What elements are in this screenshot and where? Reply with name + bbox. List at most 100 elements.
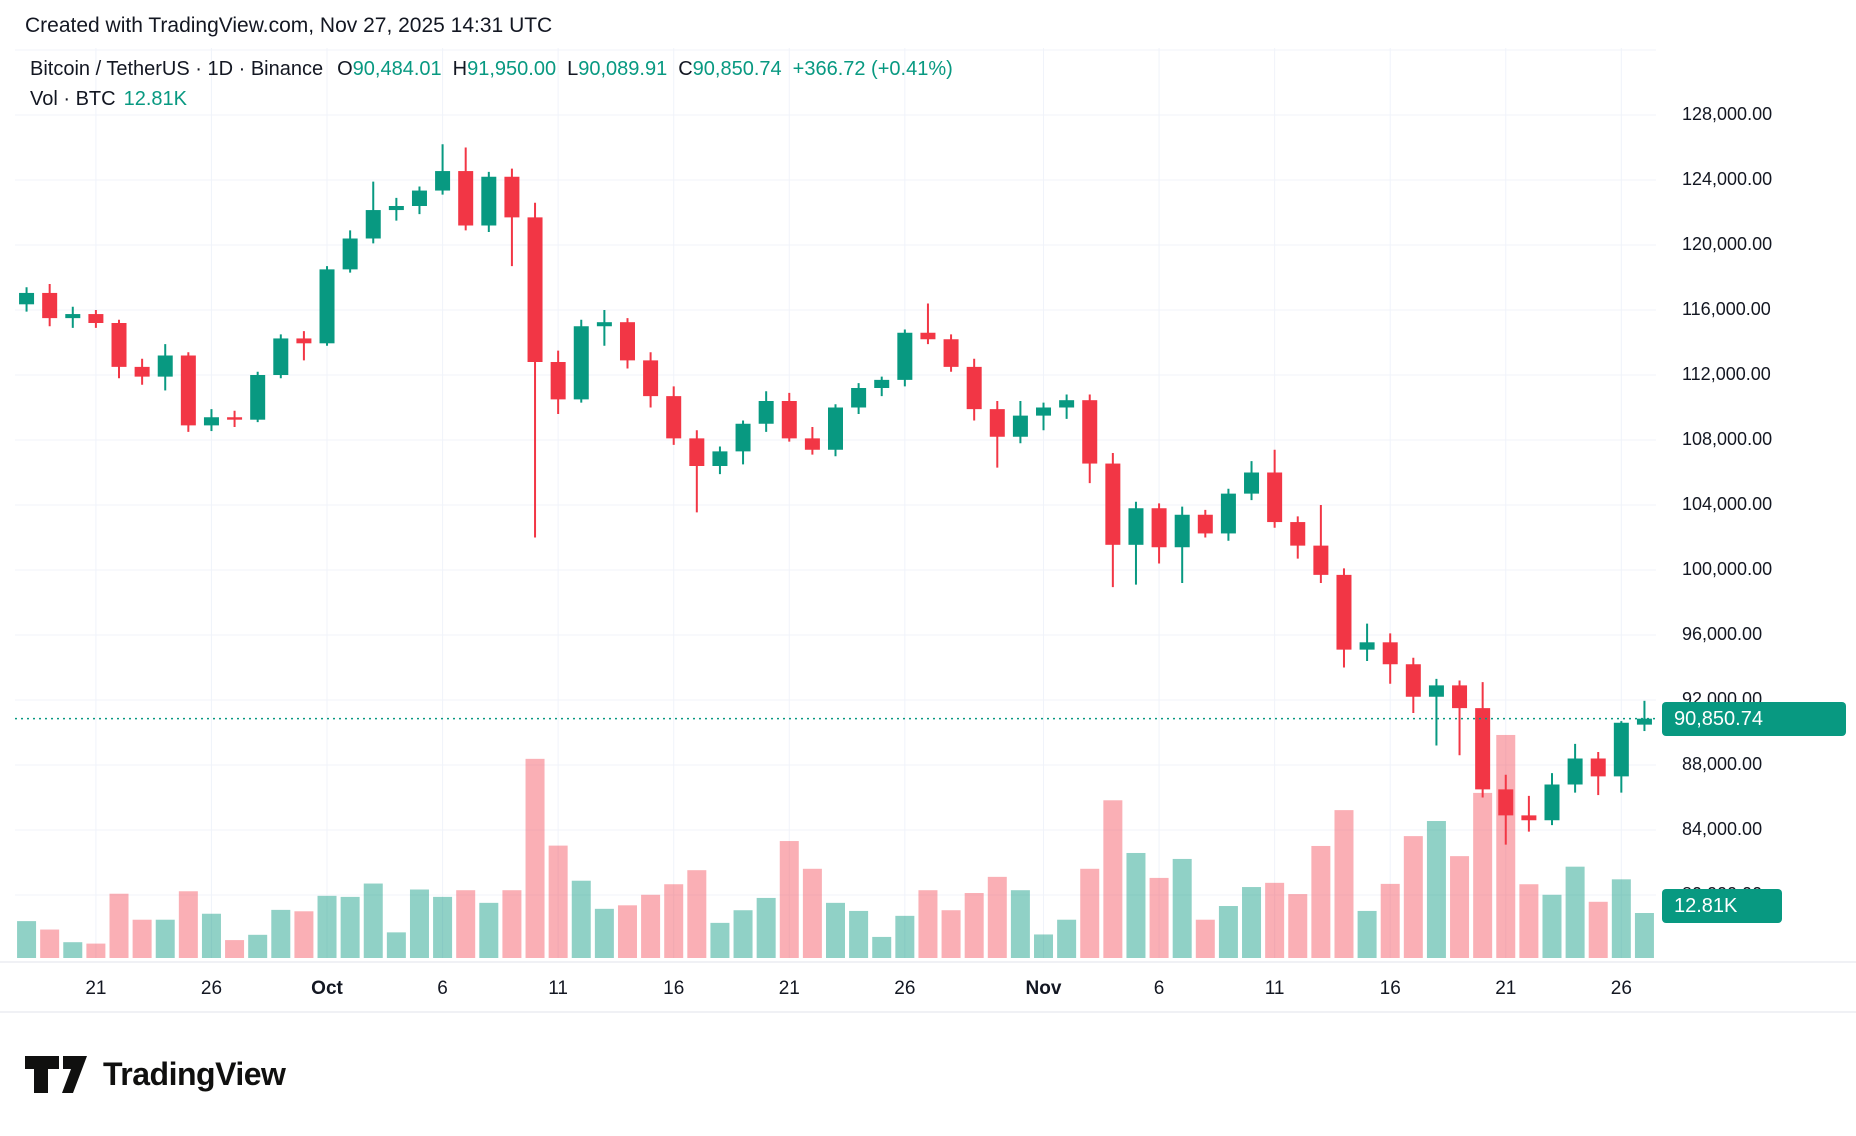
volume-bar: [1103, 800, 1123, 958]
price-axis-label[interactable]: 88,000.00: [1682, 754, 1762, 774]
ohlc-open: O90,484.01: [337, 58, 442, 80]
candle-body: [1405, 664, 1421, 697]
volume-bar: [779, 841, 799, 958]
volume-bar: [802, 868, 822, 958]
candle-body: [735, 423, 751, 452]
volume-bar: [294, 911, 314, 958]
volume-bar: [710, 922, 730, 958]
volume-bar: [1380, 883, 1400, 958]
volume-bar: [756, 897, 776, 958]
ohlc-low: L90,089.91: [567, 58, 668, 80]
candle-body: [781, 401, 797, 439]
volume-bar: [1450, 856, 1470, 958]
volume-bar: [1357, 910, 1377, 958]
volume-bar: [964, 893, 984, 958]
candle-body: [1151, 508, 1167, 548]
candle-body: [227, 417, 243, 420]
current-volume-badge: 12.81K: [1662, 889, 1782, 923]
price-axis-label[interactable]: 120,000.00: [1682, 234, 1772, 254]
candle-body: [712, 451, 728, 466]
volume-bar: [363, 883, 383, 958]
time-axis-label[interactable]: 11: [1265, 978, 1285, 999]
volume-bar: [1611, 879, 1631, 958]
candle-body: [1382, 642, 1398, 665]
candle-body: [342, 238, 358, 270]
price-axis-label[interactable]: 84,000.00: [1682, 819, 1762, 839]
price-axis-label[interactable]: 112,000.00: [1682, 364, 1771, 384]
candle-body: [1128, 508, 1144, 545]
price-axis-label[interactable]: 100,000.00: [1682, 559, 1772, 579]
candle-body: [458, 171, 474, 226]
candle-body: [1475, 708, 1491, 790]
time-axis-label[interactable]: 16: [663, 978, 684, 999]
volume-bar: [1634, 913, 1654, 958]
volume-bar: [664, 884, 684, 958]
candle-body: [851, 388, 867, 408]
volume-bar: [340, 896, 360, 958]
candle-body: [989, 409, 1005, 437]
time-axis-label[interactable]: 16: [1380, 978, 1401, 999]
time-axis-label[interactable]: 6: [437, 978, 448, 999]
candle-body: [111, 323, 127, 367]
time-axis-label[interactable]: 26: [201, 978, 222, 999]
volume-bar: [941, 910, 961, 958]
candle-body: [157, 355, 173, 377]
volume-bar: [479, 902, 499, 958]
candle-body: [1036, 407, 1052, 416]
time-axis-label[interactable]: 21: [85, 978, 106, 999]
volume-bar: [40, 929, 60, 958]
volume-bar: [17, 921, 37, 958]
candle-body: [1082, 400, 1098, 464]
time-axis-label[interactable]: Nov: [1026, 978, 1062, 999]
candle-body: [1590, 758, 1606, 777]
candle-body: [1521, 815, 1537, 821]
time-axis-label[interactable]: 6: [1154, 978, 1165, 999]
price-axis-label[interactable]: 104,000.00: [1682, 494, 1772, 514]
time-axis-label[interactable]: 21: [1495, 978, 1516, 999]
candle-body: [527, 217, 543, 362]
candle-body: [643, 360, 659, 397]
candle-body: [1059, 400, 1075, 408]
candle-body: [966, 366, 982, 410]
candle-body: [435, 171, 451, 191]
price-axis-label[interactable]: 124,000.00: [1682, 169, 1772, 189]
time-axis-label[interactable]: Oct: [311, 978, 343, 999]
candle-body: [273, 338, 289, 375]
volume-bar: [1288, 894, 1308, 958]
candle-body: [943, 339, 959, 367]
candle-body: [1636, 718, 1652, 725]
volume-bar: [1519, 884, 1539, 958]
volume-bar: [1588, 901, 1608, 958]
price-axis-label[interactable]: 96,000.00: [1682, 624, 1762, 644]
price-change: +366.72 (+0.41%): [792, 58, 953, 80]
candle-body: [596, 322, 612, 327]
volume-bar: [641, 894, 661, 958]
tradingview-logo[interactable]: TradingView: [25, 1052, 286, 1097]
volume-bar: [1057, 919, 1077, 958]
time-axis-label[interactable]: 21: [779, 978, 800, 999]
volume-bar: [895, 915, 915, 958]
volume-bar: [1542, 894, 1562, 958]
candle-body: [365, 210, 381, 239]
volume-bar: [1218, 906, 1238, 958]
candle-body: [411, 190, 427, 206]
candle-body: [689, 438, 705, 466]
volume-bar: [132, 919, 152, 958]
candle-body: [19, 292, 35, 305]
volume-bar: [849, 910, 869, 958]
candle-body: [874, 379, 890, 388]
price-axis-label[interactable]: 116,000.00: [1682, 299, 1771, 319]
time-axis-label[interactable]: 26: [1611, 978, 1632, 999]
current-price-badge: 90,850.74: [1662, 701, 1846, 736]
volume-bar: [617, 905, 637, 958]
price-axis-label[interactable]: 128,000.00: [1682, 104, 1772, 124]
candle-body: [42, 292, 58, 319]
time-axis-label[interactable]: 11: [548, 978, 568, 999]
candle-body: [573, 326, 589, 400]
volume-bar: [433, 896, 453, 958]
time-axis-label[interactable]: 26: [894, 978, 915, 999]
symbol-title: Bitcoin / TetherUS · 1D · Binance: [30, 58, 324, 80]
price-axis-label[interactable]: 108,000.00: [1682, 429, 1772, 449]
volume-bar: [409, 889, 429, 958]
